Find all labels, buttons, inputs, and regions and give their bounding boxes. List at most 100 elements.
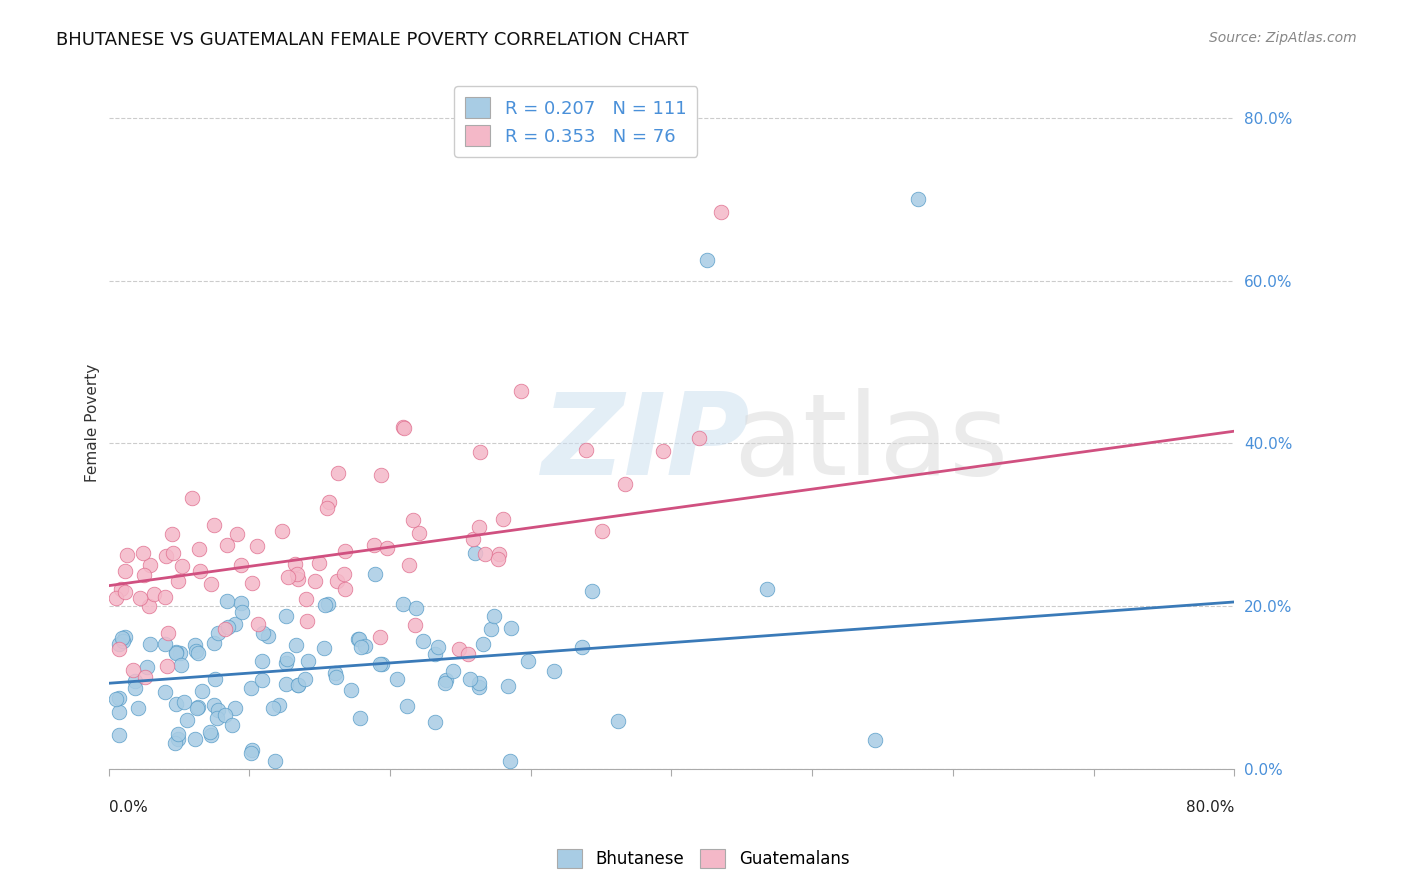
Point <box>297 654 319 668</box>
Point <box>155 549 177 563</box>
Point <box>202 636 225 650</box>
Point <box>252 654 274 668</box>
Point <box>114 584 136 599</box>
Point <box>202 518 225 533</box>
Point <box>333 566 356 581</box>
Point <box>402 513 425 527</box>
Point <box>364 567 387 582</box>
Point <box>412 633 434 648</box>
Point <box>153 590 176 604</box>
Point <box>250 673 273 687</box>
Point <box>191 684 214 698</box>
Point <box>172 558 194 573</box>
Point <box>368 630 391 644</box>
Point <box>127 701 149 715</box>
Point <box>287 678 309 692</box>
Point <box>391 420 413 434</box>
Point <box>173 695 195 709</box>
Point <box>370 467 392 482</box>
Point <box>907 193 929 207</box>
Point <box>187 541 209 556</box>
Point <box>581 584 603 599</box>
Point <box>202 698 225 713</box>
Point <box>471 637 494 651</box>
Point <box>160 527 183 541</box>
Point <box>571 640 593 654</box>
Point <box>349 711 371 725</box>
Point <box>135 659 157 673</box>
Point <box>165 646 187 660</box>
Point <box>591 524 613 538</box>
Point <box>276 609 298 624</box>
Point <box>165 645 187 659</box>
Point <box>287 572 309 586</box>
Point <box>325 670 347 684</box>
Point <box>156 659 179 673</box>
Point <box>276 656 298 670</box>
Point <box>129 591 152 606</box>
Point <box>434 673 457 688</box>
Point <box>257 630 280 644</box>
Point <box>423 648 446 662</box>
Point <box>132 546 155 560</box>
Point <box>267 698 290 713</box>
Point <box>263 754 285 768</box>
Point <box>398 558 420 572</box>
Point <box>124 673 146 688</box>
Point <box>479 622 502 636</box>
Point <box>333 544 356 558</box>
Point <box>114 631 136 645</box>
Point <box>270 524 292 538</box>
Point <box>107 637 129 651</box>
Point <box>492 512 515 526</box>
Text: Source: ZipAtlas.com: Source: ZipAtlas.com <box>1209 31 1357 45</box>
Point <box>184 644 207 658</box>
Point <box>614 477 637 491</box>
Point <box>347 632 370 646</box>
Point <box>285 638 308 652</box>
Point <box>461 532 484 546</box>
Point <box>651 443 673 458</box>
Point <box>285 566 308 581</box>
Point <box>226 526 249 541</box>
Point <box>464 545 486 559</box>
Point <box>184 732 207 747</box>
Point <box>447 642 470 657</box>
Point <box>499 621 522 635</box>
Point <box>167 574 190 588</box>
Point <box>162 546 184 560</box>
Point <box>224 617 246 632</box>
Point <box>392 597 415 611</box>
Point <box>335 582 357 596</box>
Point <box>110 582 132 596</box>
Point <box>165 736 187 750</box>
Point <box>169 646 191 660</box>
Legend: Bhutanese, Guatemalans: Bhutanese, Guatemalans <box>550 842 856 875</box>
Point <box>262 700 284 714</box>
Point <box>696 253 718 268</box>
Point <box>396 699 419 714</box>
Point <box>363 538 385 552</box>
Point <box>496 679 519 693</box>
Point <box>200 577 222 591</box>
Point <box>408 526 430 541</box>
Point <box>312 641 335 656</box>
Point <box>205 711 228 725</box>
Point <box>187 646 209 660</box>
Point <box>224 701 246 715</box>
Point <box>204 672 226 686</box>
Point <box>214 622 236 636</box>
Point <box>217 620 239 634</box>
Point <box>304 574 326 588</box>
Point <box>207 626 229 640</box>
Point <box>111 631 134 645</box>
Point <box>221 718 243 732</box>
Point <box>188 564 211 578</box>
Point <box>239 681 262 696</box>
Text: 80.0%: 80.0% <box>1187 800 1234 814</box>
Point <box>112 634 135 648</box>
Point <box>606 714 628 729</box>
Point <box>294 673 316 687</box>
Point <box>156 626 179 640</box>
Point <box>114 564 136 578</box>
